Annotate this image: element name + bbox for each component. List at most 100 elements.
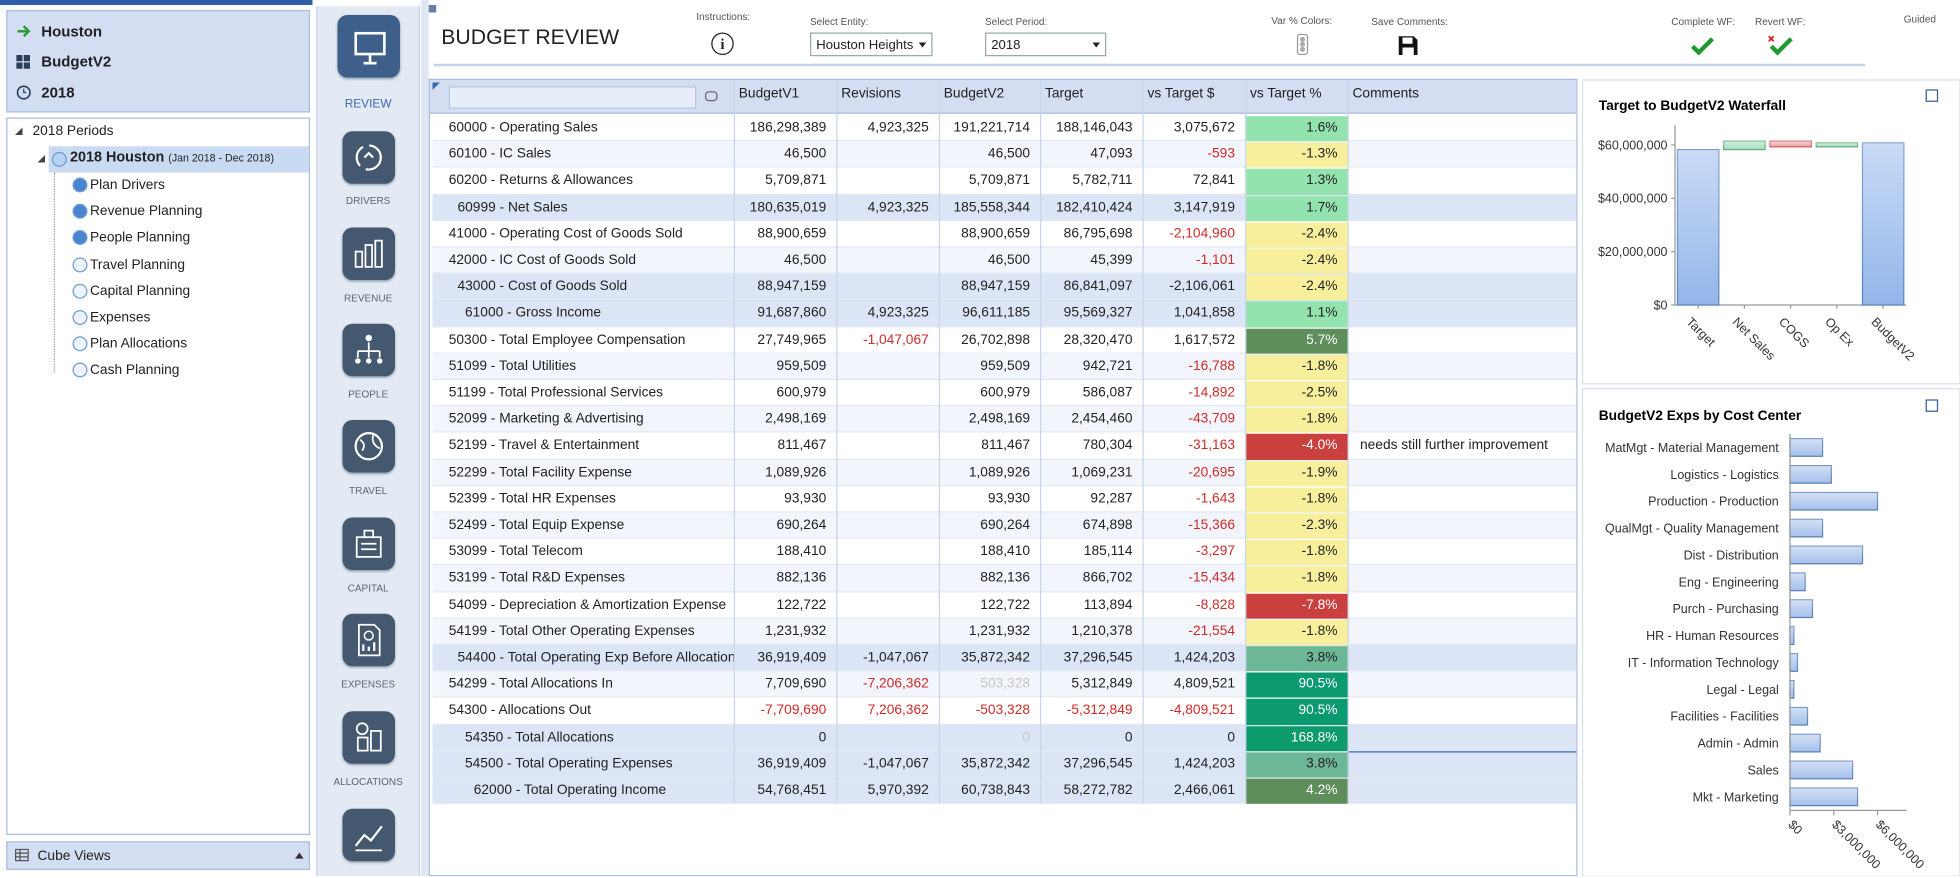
dropdown[interactable]: 2018 — [985, 33, 1106, 57]
expander[interactable] — [14, 126, 24, 136]
search-box[interactable] — [449, 86, 697, 109]
nav-label[interactable]: EXPENSES — [318, 679, 419, 690]
tree-item[interactable]: People Planning — [90, 230, 190, 245]
nav-label[interactable]: ALLOCATIONS — [318, 776, 419, 787]
cube-icon — [16, 55, 31, 70]
nav-icon[interactable] — [343, 518, 396, 571]
icon-shape — [358, 342, 380, 357]
nav-label[interactable]: TRAVEL — [318, 485, 419, 496]
complete-button[interactable] — [1691, 38, 1714, 59]
tree-node[interactable]: 2018 Houston (Jan 2018 - Dec 2018) — [70, 150, 274, 165]
cell: 690,264 — [734, 518, 827, 533]
icon-shape — [1693, 39, 1713, 53]
pov-entity[interactable]: Houston — [41, 23, 102, 41]
row-label: 60000 - Operating Sales — [449, 120, 598, 135]
cell: -1.3% — [1245, 146, 1338, 161]
cell: 5,970,392 — [836, 783, 929, 798]
corner-mark — [433, 83, 441, 91]
category-label: Mkt - Marketing — [1693, 790, 1779, 804]
cell: 4.2% — [1245, 783, 1338, 798]
nav-icon[interactable] — [343, 420, 396, 473]
popout-icon[interactable] — [1926, 90, 1937, 101]
icon-shape — [53, 153, 67, 167]
row-label: 52199 - Travel & Entertainment — [449, 438, 639, 453]
cell: -20,695 — [1143, 464, 1236, 479]
cell: -2.4% — [1245, 279, 1338, 294]
cell: 28,320,470 — [1040, 332, 1133, 347]
expander[interactable] — [36, 154, 46, 164]
tree-item[interactable]: Capital Planning — [90, 283, 190, 298]
row-label: 52499 - Total Equip Expense — [449, 518, 625, 533]
cell: 180,635,019 — [734, 199, 827, 214]
nav-label[interactable]: DRIVERS — [318, 195, 419, 206]
tree-item[interactable]: Revenue Planning — [90, 204, 202, 219]
cell: -4.0% — [1245, 438, 1338, 453]
dropdown[interactable]: Houston Heights — [810, 33, 933, 57]
nav-icon[interactable] — [338, 15, 401, 78]
nav-label[interactable]: PEOPLE — [318, 389, 419, 400]
nav-label[interactable]: REVIEW — [318, 98, 419, 112]
traffic-icon[interactable] — [1296, 34, 1309, 59]
y-tick-label: $40,000,000 — [1598, 192, 1668, 206]
cell: -8,828 — [1143, 597, 1236, 612]
cell: -7,709,690 — [734, 703, 827, 718]
tree-item[interactable]: Expenses — [90, 310, 150, 325]
row-label: 53099 - Total Telecom — [449, 544, 583, 559]
nav-icon[interactable] — [343, 131, 396, 184]
row-label: 50300 - Total Employee Compensation — [449, 332, 686, 347]
icon-shape — [18, 26, 29, 36]
nav-bar: REVIEW DRIVERS REVENUE PEOPLE TRAVEL CAPITAL E… — [316, 6, 420, 876]
comment[interactable]: needs still further improvement — [1360, 438, 1548, 453]
revert-button[interactable] — [1766, 35, 1794, 60]
tree-item[interactable]: Travel Planning — [90, 257, 185, 272]
icon-shape — [16, 849, 29, 860]
cell: 90.5% — [1245, 676, 1338, 691]
nav-label[interactable]: CAPITAL — [318, 583, 419, 594]
nav-icon[interactable] — [343, 614, 396, 667]
tree-item[interactable]: Plan Drivers — [90, 178, 165, 193]
nav-icon[interactable] — [343, 324, 396, 377]
bar-sheen — [1790, 654, 1797, 672]
nav-icon[interactable] — [343, 711, 396, 764]
category-label: Legal - Legal — [1706, 683, 1778, 697]
row-label: 62000 - Total Operating Income — [474, 783, 666, 798]
bar-sheen — [1790, 546, 1862, 564]
tree-item[interactable]: Cash Planning — [90, 363, 179, 378]
nav-icon[interactable] — [343, 809, 396, 862]
check-glyph — [1691, 38, 1714, 56]
tree-item[interactable]: Plan Allocations — [90, 336, 187, 351]
cube-views-bar[interactable]: Cube Views — [6, 841, 310, 870]
pov-time[interactable]: 2018 — [41, 84, 74, 102]
nav-label[interactable]: REVENUE — [318, 293, 419, 304]
tree-root[interactable]: 2018 Periods — [33, 124, 114, 139]
cell: 1,089,926 — [734, 464, 827, 479]
column-line — [734, 80, 735, 804]
cell: 3,147,919 — [1143, 199, 1236, 214]
icon-shape — [361, 531, 376, 550]
nav-glyph — [343, 420, 396, 473]
nav-icon[interactable] — [343, 228, 396, 281]
bar-sheen — [1790, 466, 1831, 484]
cell: 882,136 — [939, 570, 1030, 585]
cell: 1,424,203 — [1143, 650, 1236, 665]
filter-icon[interactable] — [705, 91, 718, 101]
popout-icon[interactable] — [1926, 400, 1937, 411]
save-button[interactable] — [1398, 35, 1419, 60]
cell: -14,892 — [1143, 385, 1236, 400]
icon-shape — [375, 241, 382, 267]
toolbar-rule — [434, 64, 1865, 67]
icon-shape — [356, 252, 363, 267]
cell: 188,410 — [939, 544, 1030, 559]
cell: 1,424,203 — [1143, 756, 1236, 771]
cell: 88,947,159 — [939, 279, 1030, 294]
pov-cube[interactable]: BudgetV2 — [41, 53, 111, 71]
active-cell — [1348, 751, 1578, 779]
field-label: Select Period: — [985, 16, 1047, 27]
column-line — [1348, 80, 1349, 804]
cell: 3.8% — [1245, 650, 1338, 665]
icon-shape — [366, 358, 371, 363]
cell: 54,768,451 — [734, 783, 827, 798]
bar-sheen — [1678, 150, 1719, 305]
info-button[interactable]: i — [711, 33, 734, 56]
icon-shape — [38, 155, 46, 163]
